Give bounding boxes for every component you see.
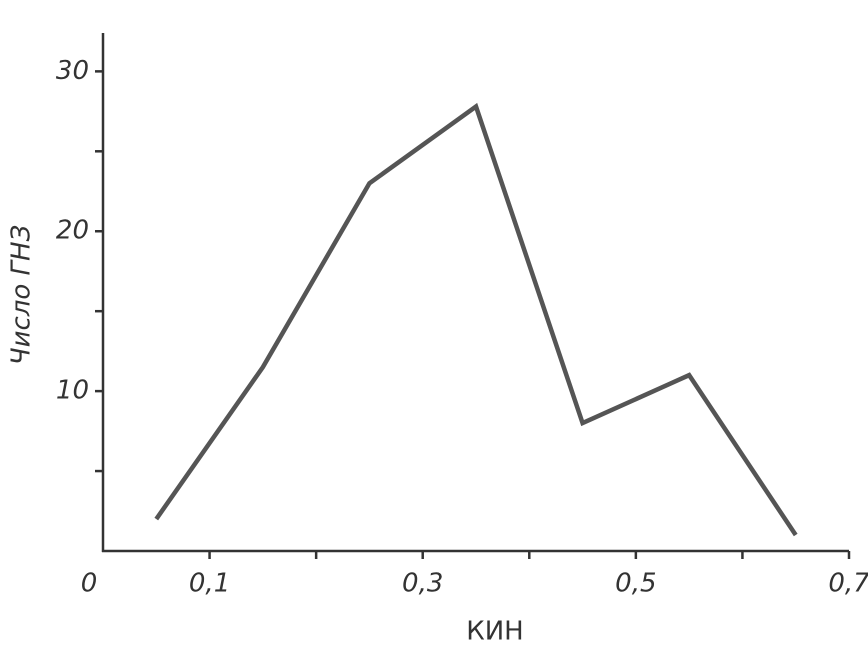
x-tick-label: 0,7 [828, 569, 868, 599]
data-line [154, 102, 798, 537]
y-tick-label: 20 [56, 216, 89, 246]
x-tick-label: 0,5 [615, 569, 656, 599]
y-tick-label: 10 [56, 376, 89, 406]
y-tick-label: 30 [56, 56, 89, 86]
x-tick-label: 0,1 [189, 569, 230, 599]
x-axis-label: КИН [466, 617, 523, 647]
y-axis-label: Число ГНЗ [7, 225, 37, 366]
x-tick-label: 0 [81, 569, 98, 599]
x-tick-label: 0,3 [402, 569, 443, 599]
